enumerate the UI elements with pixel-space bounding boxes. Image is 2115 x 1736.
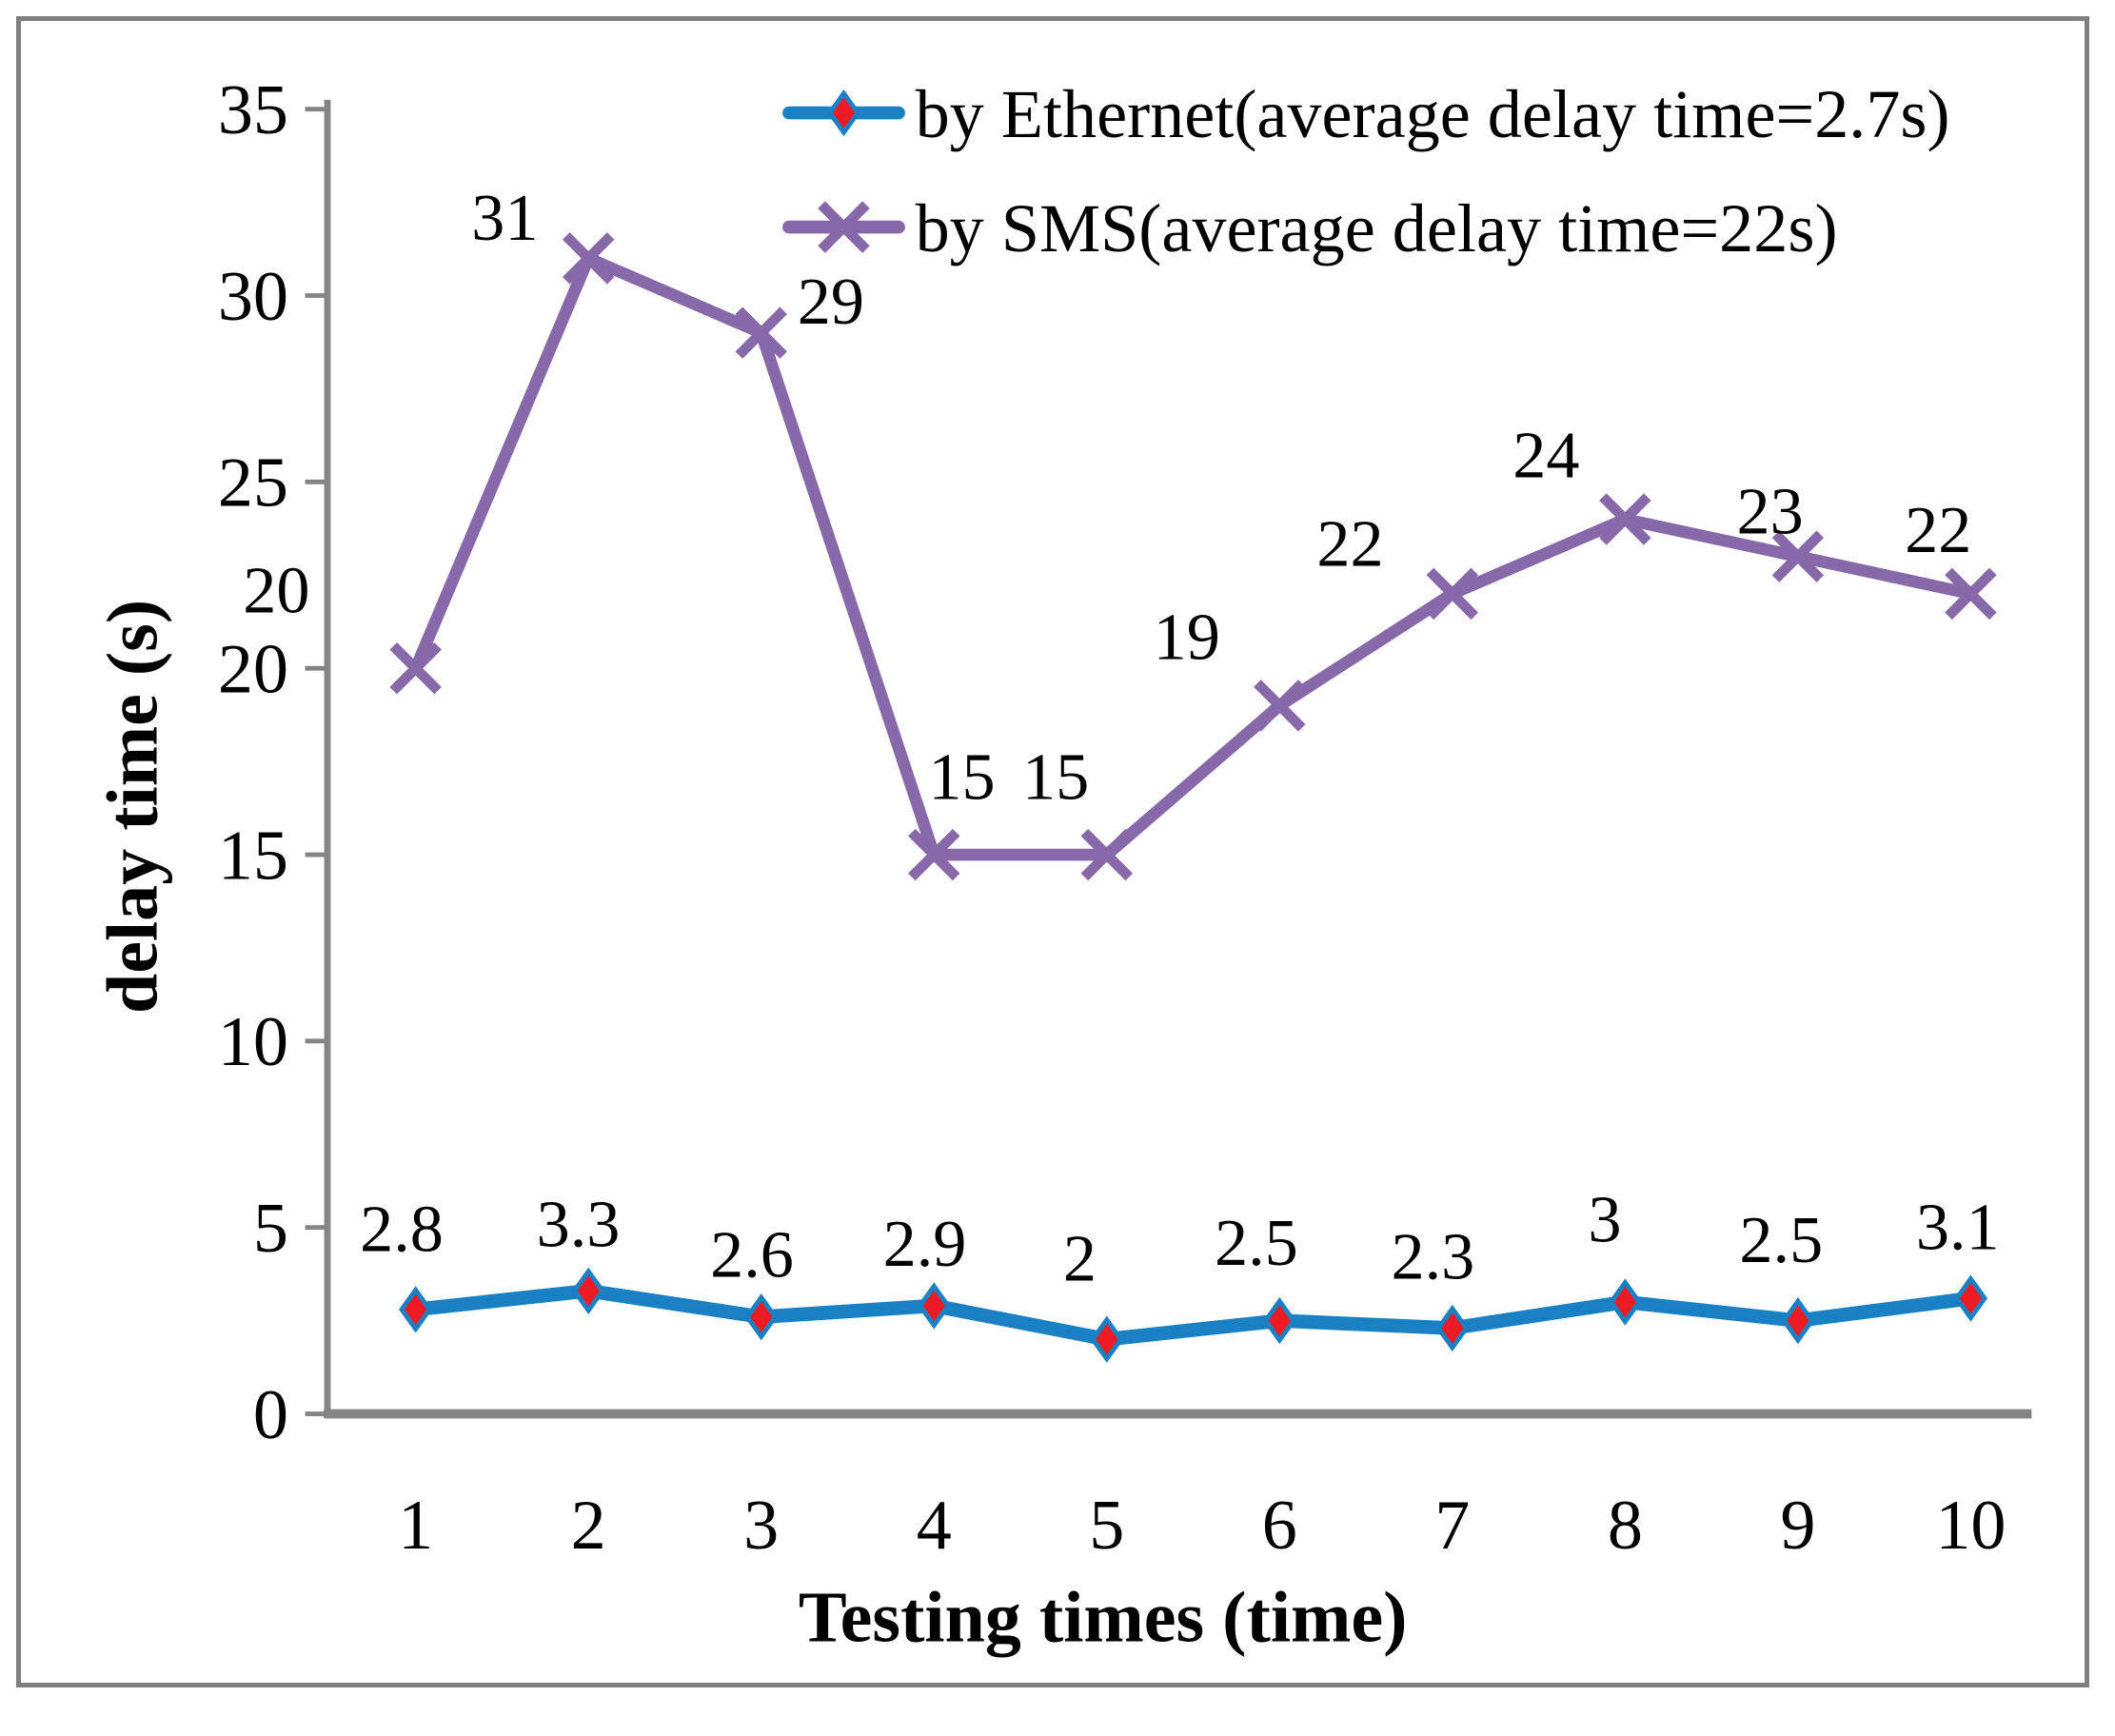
ethernet-marker [1953, 1274, 1988, 1322]
y-tick-label: 10 [218, 1003, 288, 1081]
sms-marker [735, 306, 787, 359]
x-axis-title: Testing times (time) [799, 1578, 1408, 1658]
ethernet-marker [1435, 1304, 1470, 1352]
sms-marker [1254, 680, 1306, 732]
sms-marker [562, 232, 615, 285]
x-tick-label: 6 [1262, 1487, 1297, 1565]
ethernet-data-label: 2.9 [883, 1207, 967, 1281]
ethernet-data-label: 3.1 [1916, 1190, 2000, 1264]
sms-marker [389, 641, 442, 695]
ethernet-data-label: 2.6 [710, 1218, 794, 1292]
sms-data-label: 22 [1905, 493, 1971, 567]
y-tick-label: 20 [218, 631, 288, 709]
x-tick-label: 9 [1780, 1487, 1815, 1565]
sms-data-label: 15 [1022, 740, 1089, 814]
sms-marker [1945, 567, 1997, 621]
x-tick-label: 7 [1434, 1487, 1470, 1565]
legend: by Ethernet(average delay time=2.7s) by … [782, 76, 1950, 266]
ethernet-data-label: 2.5 [1215, 1206, 1298, 1280]
x-tick-label: 2 [571, 1487, 606, 1565]
x-tick-label: 3 [743, 1487, 779, 1565]
sms-data-label: 24 [1512, 419, 1579, 493]
sms-x-marker-icon [818, 201, 870, 253]
sms-marker [1599, 493, 1651, 545]
ethernet-data-label: 2.3 [1391, 1220, 1474, 1294]
sms-data-label: 19 [1154, 601, 1220, 675]
sms-data-label: 20 [243, 554, 309, 628]
legend-label-sms: by SMS(average delay time=22s) [916, 190, 1838, 266]
ethernet-data-label: 3 [1588, 1183, 1621, 1257]
ethernet-marker [917, 1282, 951, 1330]
ethernet-data-label: 2.8 [360, 1192, 444, 1266]
y-tick-label: 35 [218, 71, 288, 149]
sms-marker [1080, 828, 1133, 881]
ethernet-marker [744, 1293, 779, 1341]
ethernet-diamond-icon [826, 89, 861, 137]
y-axis-ticks [305, 107, 327, 1416]
ethernet-line [408, 1283, 1978, 1347]
sms-marker [1771, 530, 1825, 582]
ethernet-marker [399, 1286, 433, 1333]
x-tick-label: 1 [398, 1487, 433, 1565]
y-tick-label: 5 [253, 1190, 288, 1268]
ethernet-data-label: 3.3 [537, 1187, 621, 1261]
x-tick-label: 4 [917, 1487, 952, 1565]
sms-line [409, 252, 1977, 861]
y-tick-label: 30 [218, 258, 288, 336]
y-tick-label: 25 [218, 444, 288, 523]
ethernet-marker [1781, 1296, 1815, 1345]
x-tick-label: 8 [1608, 1487, 1643, 1565]
x-tick-label: 5 [1089, 1487, 1124, 1565]
sms-data-label: 31 [471, 181, 538, 255]
figure-frame: 0 5 10 15 20 25 30 35 1 2 3 4 5 6 7 8 9 10 2.8 3.3 2.6 2.9 2… [16, 16, 2089, 1688]
sms-data-label: 22 [1316, 507, 1383, 582]
y-axis-title: delay time (s) [92, 600, 172, 1014]
legend-item-ethernet: by Ethernet(average delay time=2.7s) [782, 76, 1950, 152]
x-axis-tick-labels: 1 2 3 4 5 6 7 8 9 10 [398, 1487, 2006, 1565]
ethernet-marker [1608, 1278, 1642, 1326]
y-tick-label: 15 [218, 817, 288, 895]
legend-item-sms: by SMS(average delay time=22s) [782, 190, 1838, 266]
legend-label-ethernet: by Ethernet(average delay time=2.7s) [916, 76, 1950, 152]
sms-data-label: 29 [798, 265, 864, 339]
ethernet-marker [571, 1267, 605, 1314]
x-tick-label: 10 [1935, 1487, 2006, 1565]
sms-data-label: 23 [1737, 474, 1804, 548]
ethernet-data-label: 2.5 [1739, 1203, 1823, 1277]
series-layer [389, 232, 1997, 1363]
y-axis-tick-labels: 0 5 10 15 20 25 30 35 [218, 71, 288, 1454]
y-tick-label: 0 [253, 1376, 288, 1454]
sms-data-label: 15 [928, 740, 995, 814]
ethernet-data-label: 2 [1063, 1222, 1097, 1296]
ethernet-marker [1090, 1315, 1124, 1363]
sms-marker [1426, 567, 1479, 621]
sms-marker [908, 828, 960, 881]
ethernet-marker [1262, 1296, 1296, 1345]
data-label-layer: 2.8 3.3 2.6 2.9 2 2.5 2.3 3 2.5 3.1 20 31 29 15 15 19 22… [243, 181, 1999, 1296]
